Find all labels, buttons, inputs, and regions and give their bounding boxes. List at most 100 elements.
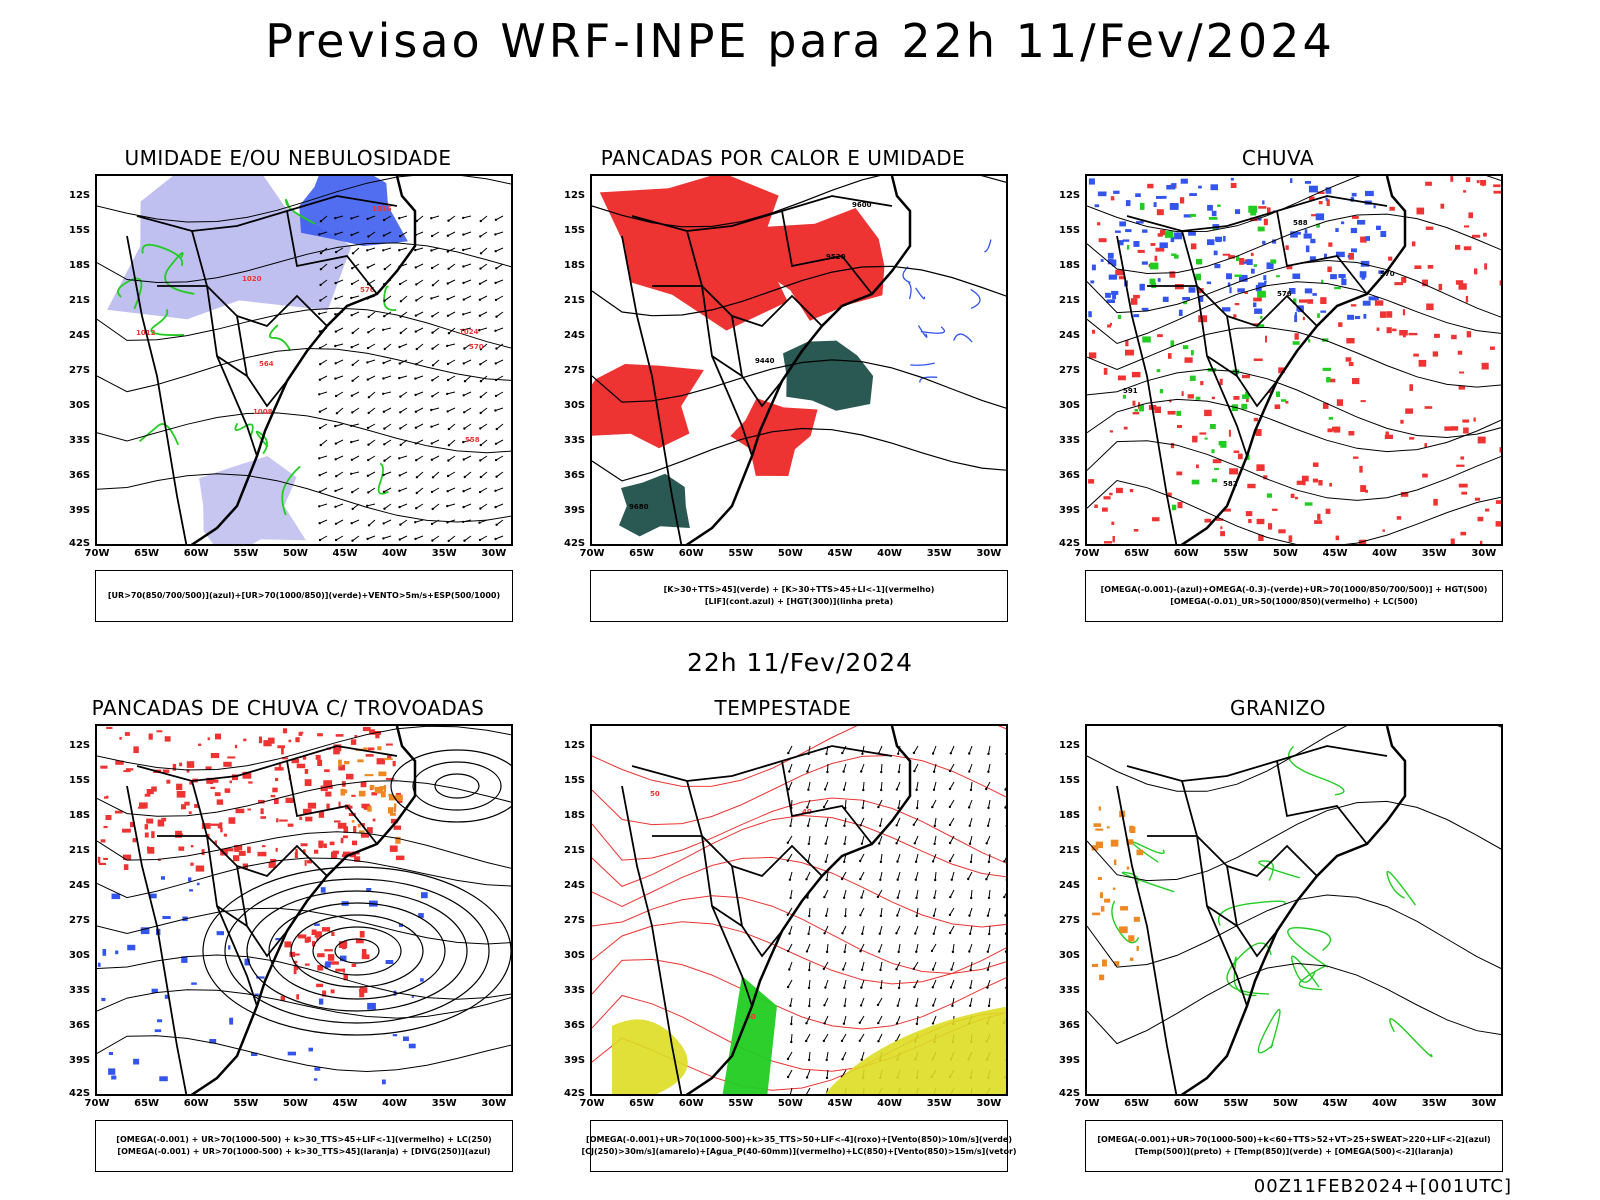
wind-vector xyxy=(898,943,901,952)
wind-vector xyxy=(368,519,376,526)
wind-vector-head xyxy=(479,252,483,255)
contour-line xyxy=(383,285,397,311)
wind-vector xyxy=(416,215,424,222)
wind-vector-head xyxy=(878,932,881,935)
map-svg xyxy=(97,726,511,1094)
wind-vector xyxy=(1005,931,1006,934)
wind-vector xyxy=(916,889,919,898)
wind-vector-head xyxy=(825,752,828,756)
wind-vector xyxy=(447,487,456,492)
wind-vector-head xyxy=(383,459,386,462)
rain-area xyxy=(358,790,366,797)
rain-area xyxy=(1091,264,1096,271)
rain-area xyxy=(362,823,365,827)
wind-vector-head xyxy=(366,378,369,381)
wind-vector xyxy=(860,817,865,826)
rain-area xyxy=(366,827,373,834)
wind-vector xyxy=(969,907,973,916)
wind-vector-head xyxy=(479,363,482,366)
rain-area xyxy=(1317,313,1320,318)
rain-area xyxy=(367,747,375,751)
rain-area xyxy=(1460,456,1465,460)
wind-vector-head xyxy=(842,1022,846,1025)
wind-vector-head xyxy=(415,459,418,462)
rain-area xyxy=(317,953,325,958)
rain-area xyxy=(1119,221,1126,227)
contour-label: 582 xyxy=(1223,480,1238,488)
wind-vector xyxy=(463,247,472,251)
rain-area xyxy=(1288,535,1293,542)
wind-vector-head xyxy=(366,346,370,350)
lat-label: 18S xyxy=(1059,260,1081,271)
wind-vector-head xyxy=(860,968,864,971)
wind-vector xyxy=(399,215,408,219)
wind-vector-head xyxy=(915,1095,917,1096)
wind-vector-head xyxy=(367,235,370,238)
rain-area xyxy=(214,840,217,846)
rain-area xyxy=(394,803,397,808)
rain-area xyxy=(1359,465,1363,473)
rain-area xyxy=(161,817,167,822)
wind-vector-head xyxy=(382,218,386,222)
wind-vector xyxy=(861,889,865,898)
lon-label: 50W xyxy=(777,1098,803,1109)
rain-area xyxy=(114,810,123,814)
rain-area xyxy=(1152,517,1160,522)
rain-area xyxy=(1347,314,1354,320)
wind-vector xyxy=(463,391,472,396)
wind-vector xyxy=(463,455,472,460)
rain-area xyxy=(270,794,276,798)
wind-vector xyxy=(988,745,991,754)
wind-vector xyxy=(432,391,440,397)
wind-vector xyxy=(400,295,408,302)
caption-line-1: [K>30+TTS>45](verde) + [K>30+TTS>45+LI<-… xyxy=(663,585,935,594)
lon-label: 65W xyxy=(1124,1098,1150,1109)
wind-vector-head xyxy=(446,298,449,301)
wind-vector-head xyxy=(366,361,369,364)
wind-vector xyxy=(879,817,883,826)
rain-area xyxy=(1227,282,1231,287)
wind-vector xyxy=(825,835,829,844)
wind-vector-head xyxy=(462,248,465,252)
rain-area xyxy=(1092,329,1096,334)
wind-vector xyxy=(841,1033,847,1042)
lon-label: 70W xyxy=(579,548,605,559)
rain-area xyxy=(1396,516,1402,520)
rain-area xyxy=(1422,473,1428,478)
caption-line-1: [OMEGA(-0.001)+UR>70(1000-500)+k>35_TTS>… xyxy=(586,1135,1012,1144)
wind-vector-head xyxy=(382,522,385,525)
rain-area xyxy=(1455,244,1461,250)
wind-vector xyxy=(351,423,360,427)
lat-label: 39S xyxy=(69,505,91,516)
rain-area xyxy=(279,819,288,822)
wind-vector-head xyxy=(1006,1005,1008,1007)
wind-vector xyxy=(495,247,504,252)
contour-label: 558 xyxy=(465,436,480,444)
rain-area xyxy=(132,838,137,843)
wind-vector xyxy=(790,1015,793,1025)
rain-area xyxy=(352,840,358,846)
rain-area xyxy=(1501,486,1503,492)
rain-area xyxy=(359,987,368,993)
rain-area xyxy=(1125,349,1134,356)
wind-vector-head xyxy=(895,1022,899,1025)
wind-vector xyxy=(351,471,360,475)
wind-vector-head xyxy=(915,914,918,918)
streamline xyxy=(202,866,511,1036)
rain-area xyxy=(1242,374,1250,379)
wind-vector-head xyxy=(933,842,936,846)
caption-box: [OMEGA(-0.001) + UR>70(1000-500) + k>30_… xyxy=(95,1120,513,1172)
rain-area xyxy=(1463,190,1467,193)
rain-area xyxy=(287,1051,296,1056)
rain-area xyxy=(1103,367,1108,375)
contour-label: 9440 xyxy=(755,357,775,365)
rain-area xyxy=(1125,340,1129,347)
wind-vector xyxy=(368,311,376,318)
rain-area xyxy=(1122,239,1130,242)
contour-line xyxy=(592,921,1006,985)
wind-vector-head xyxy=(844,1095,846,1096)
rain-area xyxy=(350,739,357,745)
lat-label: 21S xyxy=(564,295,586,306)
wind-vector-head xyxy=(383,267,386,271)
rain-area xyxy=(1481,362,1489,370)
